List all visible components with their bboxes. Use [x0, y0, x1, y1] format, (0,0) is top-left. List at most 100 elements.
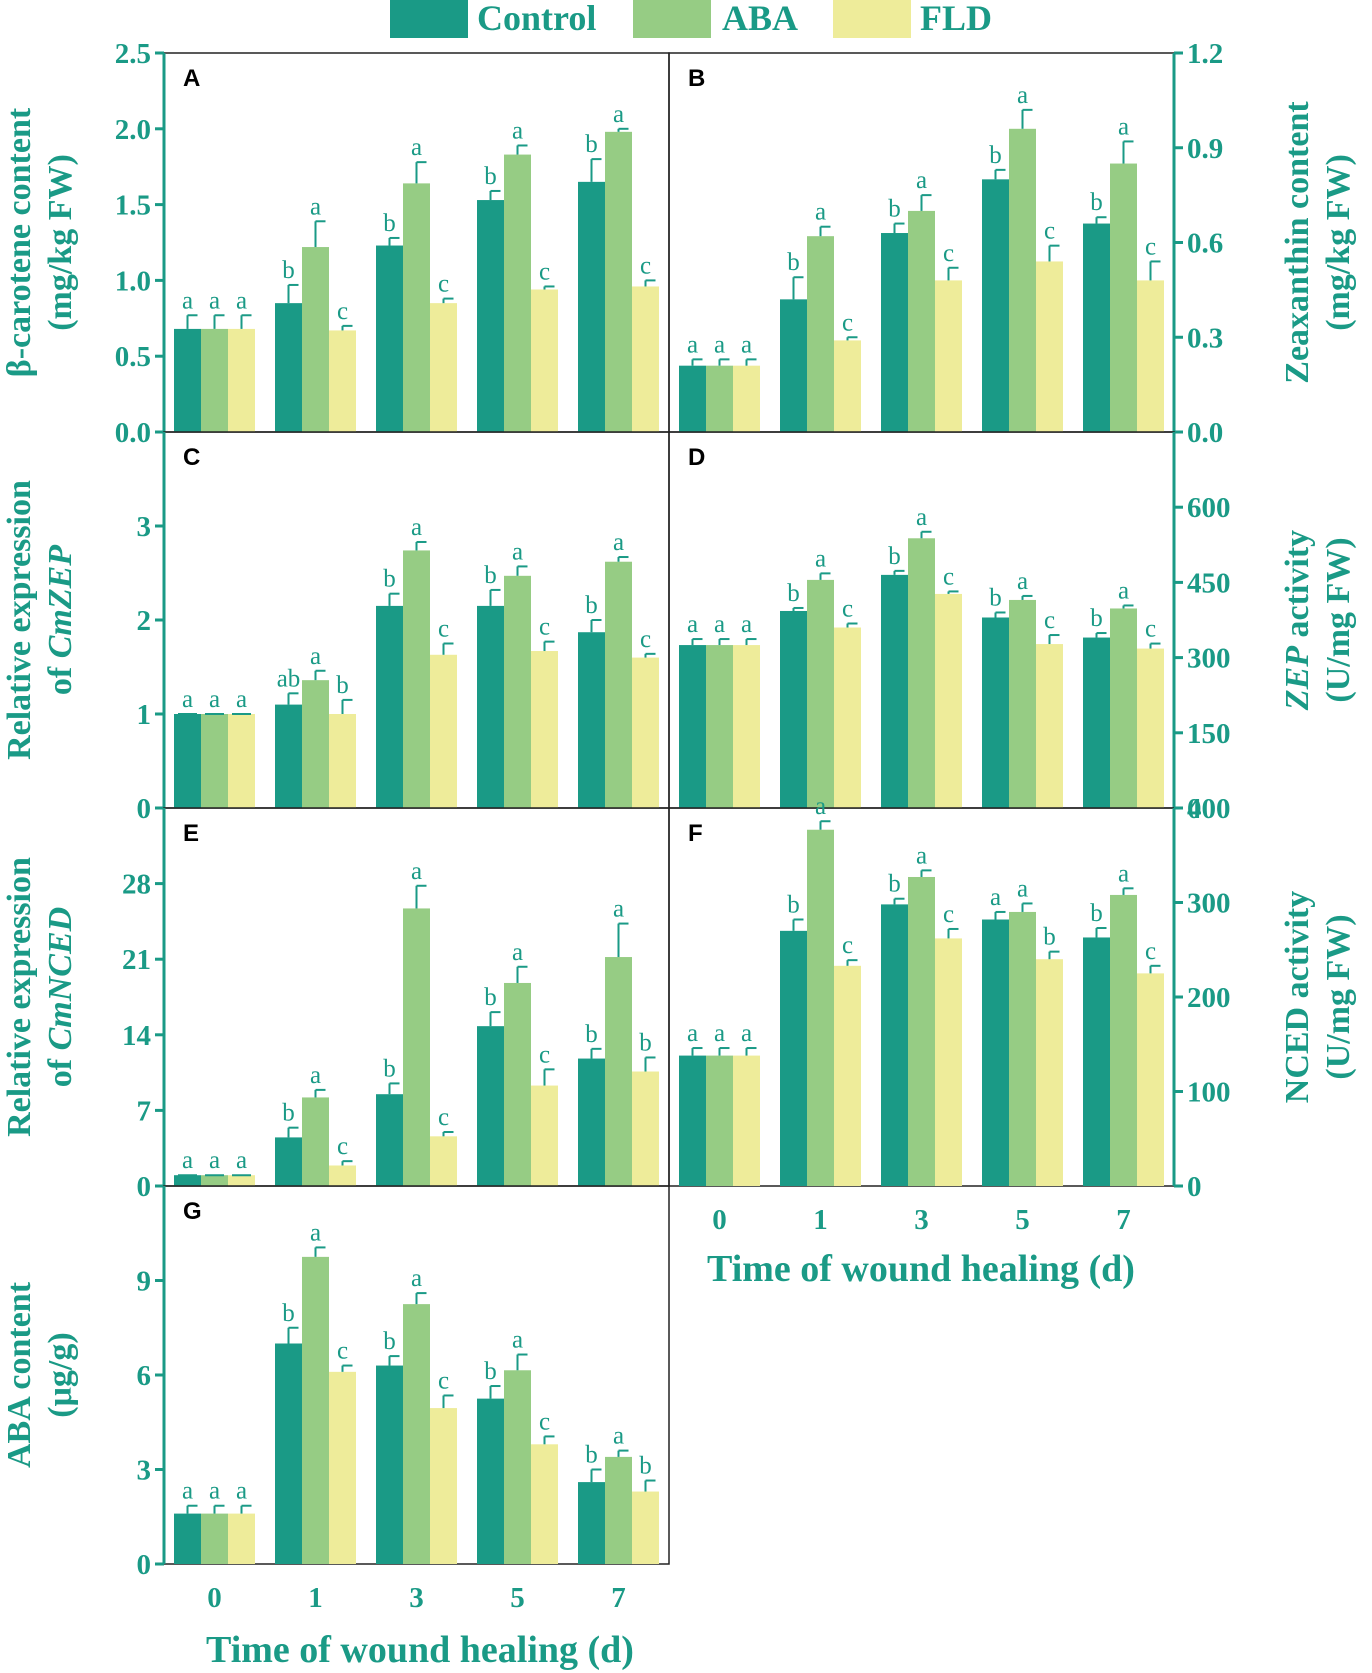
y-tick-label: 0.0 [1187, 417, 1223, 449]
bar-control-day-3 [881, 904, 908, 1186]
significance-letter: b [484, 1358, 497, 1385]
significance-letter: b [787, 892, 800, 919]
significance-letter: c [1044, 218, 1055, 245]
y-axis-title-line-2: (mg/kg FW) [42, 154, 79, 331]
bar-control-day-0 [679, 645, 706, 808]
bar-aba-day-3 [908, 210, 935, 432]
y-axis-title-line-2: (U/mg FW) [1320, 914, 1357, 1079]
y-axis-title-line-1: Relative expression [1, 857, 38, 1137]
bar-aba-day-7 [1110, 163, 1137, 432]
y-axis-title-line-2: of CmNCED [42, 907, 79, 1087]
bar-aba-day-3 [908, 876, 935, 1186]
significance-letter: b [282, 1100, 295, 1127]
significance-letter: a [182, 1147, 193, 1174]
bar-aba-day-7 [605, 131, 632, 432]
bar-aba-day-1 [302, 1097, 329, 1186]
y-axis-title-line-2: (U/mg FW) [1320, 537, 1357, 702]
y-tick-label: 600 [1187, 492, 1231, 524]
significance-letter: b [282, 257, 295, 284]
bar-control-day-0 [174, 714, 201, 808]
bar-fld-day-7 [1137, 280, 1164, 432]
bar-aba-day-1 [807, 829, 834, 1186]
x-tick-label: 7 [611, 1582, 626, 1614]
significance-letter: a [411, 1265, 422, 1292]
bar-control-day-3 [376, 605, 403, 808]
significance-letter: b [585, 131, 598, 158]
significance-letter: a [236, 287, 247, 314]
y-tick-label: 14 [122, 1020, 151, 1052]
bar-fld-day-1 [329, 1165, 356, 1186]
significance-letter: c [337, 1338, 348, 1365]
legend-label-fld: FLD [920, 0, 992, 38]
significance-letter: b [639, 1453, 652, 1480]
y-axis-title-line-1: β-carotene content [1, 107, 38, 377]
significance-letter: ab [277, 665, 301, 692]
bar-control-day-7 [578, 181, 605, 432]
bar-control-day-7 [1083, 223, 1110, 432]
significance-letter: a [310, 1062, 321, 1089]
bar-control-day-1 [275, 1137, 302, 1186]
y-axis-title-line-1: NCED activity [1279, 891, 1316, 1103]
bar-fld-day-5 [1036, 644, 1063, 808]
significance-letter: a [310, 1219, 321, 1246]
bar-aba-day-3 [403, 1304, 430, 1564]
significance-letter: c [438, 271, 449, 298]
y-tick-label: 7 [137, 1095, 152, 1127]
significance-letter: c [1044, 607, 1055, 634]
bar-aba-day-7 [605, 561, 632, 808]
bar-control-day-3 [376, 1094, 403, 1186]
significance-letter: a [236, 686, 247, 713]
bar-fld-day-5 [531, 651, 558, 808]
significance-letter: c [438, 616, 449, 643]
bar-fld-day-7 [1137, 648, 1164, 808]
significance-letter: a [209, 287, 220, 314]
bar-fld-day-1 [329, 714, 356, 808]
bar-fld-day-0 [733, 1055, 760, 1186]
y-tick-label: 0 [1187, 1171, 1202, 1203]
significance-letter: b [1043, 924, 1056, 951]
bar-aba-day-7 [605, 957, 632, 1186]
bar-fld-day-0 [228, 714, 255, 808]
significance-letter: a [815, 545, 826, 572]
bar-fld-day-3 [935, 938, 962, 1186]
x-axes: 0 1 3 5 7 Time of wound healing (d) 0 1 3 5 7 Time … [206, 1204, 1135, 1671]
bar-aba-day-3 [403, 550, 430, 808]
significance-letter: b [1090, 900, 1103, 927]
significance-letter: a [512, 538, 523, 565]
significance-letter: a [209, 686, 220, 713]
significance-letter: a [1017, 568, 1028, 595]
y-tick-label: 0.3 [1187, 322, 1223, 354]
significance-letter: a [687, 611, 698, 638]
bar-fld-day-5 [531, 1444, 558, 1564]
bar-fld-day-3 [935, 280, 962, 432]
significance-letter: b [888, 543, 901, 570]
bar-aba-day-1 [807, 579, 834, 808]
x-tick-label: 3 [409, 1582, 424, 1614]
significance-letter: a [236, 1478, 247, 1505]
bar-control-day-3 [881, 233, 908, 432]
bar-control-day-5 [982, 919, 1009, 1186]
bar-fld-day-3 [935, 593, 962, 808]
bar-aba-day-1 [302, 680, 329, 808]
x-tick-label: 1 [308, 1582, 323, 1614]
legend-label-control: Control [477, 0, 596, 38]
significance-letter: b [484, 984, 497, 1011]
x-axis-title: Time of wound healing (d) [206, 1629, 634, 1671]
significance-letter: a [741, 1020, 752, 1047]
bar-fld-day-3 [430, 654, 457, 808]
bar-fld-day-0 [228, 328, 255, 432]
bar-aba-day-5 [1009, 599, 1036, 808]
bar-aba-day-0 [201, 714, 228, 808]
bar-fld-day-7 [632, 1071, 659, 1186]
x-tick-label: 5 [510, 1582, 525, 1614]
bar-control-day-7 [578, 1058, 605, 1186]
bar-fld-day-5 [1036, 261, 1063, 432]
bar-control-day-5 [982, 179, 1009, 432]
bar-control-day-7 [1083, 937, 1110, 1186]
significance-letter: a [182, 287, 193, 314]
panel-a: 0.0 0.5 1.0 1.5 2.0 2.5 β-carotene content (mg/… [1, 38, 670, 449]
y-tick-label: 200 [1187, 982, 1231, 1014]
y-tick-label: 300 [1187, 643, 1231, 675]
bar-fld-day-5 [1036, 959, 1063, 1186]
